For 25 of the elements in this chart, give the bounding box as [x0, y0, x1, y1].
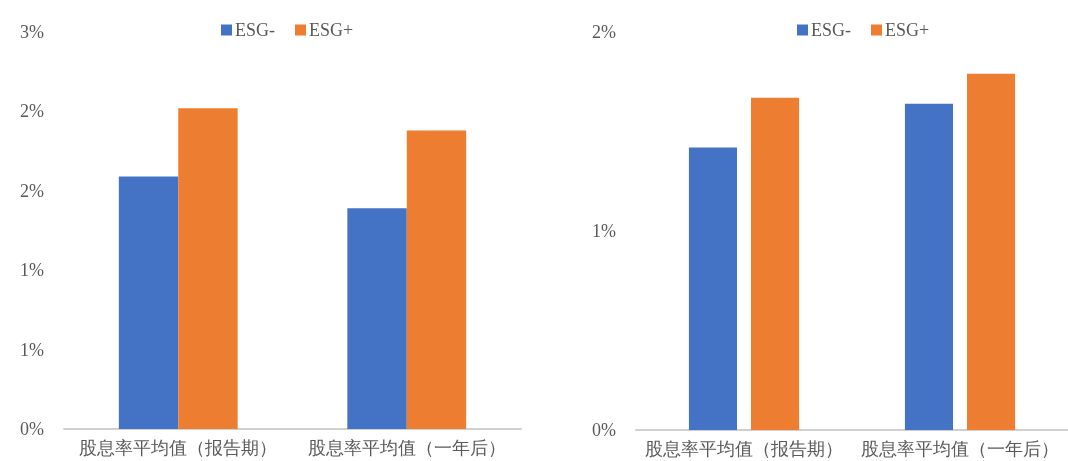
y-tick-label: 2%	[20, 180, 44, 201]
y-tick-label: 1%	[592, 221, 616, 241]
legend-label: ESG-	[811, 20, 851, 40]
bar	[406, 130, 467, 429]
y-tick-label: 1%	[20, 339, 44, 360]
legend-label: ESG-	[235, 20, 275, 40]
bar	[688, 147, 738, 430]
bar	[118, 176, 179, 429]
x-tick-label: 股息率平均值（一年后）	[307, 438, 506, 458]
x-tick-label: 股息率平均值（报告期）	[79, 438, 278, 458]
bar	[347, 208, 407, 429]
x-tick-label: 股息率平均值（一年后）	[861, 439, 1059, 459]
bar	[966, 73, 1016, 430]
y-tick-label: 3%	[20, 22, 44, 42]
legend-label: ESG+	[885, 20, 930, 40]
legend-label: ESG+	[309, 20, 354, 40]
y-tick-label: 2%	[20, 101, 44, 122]
y-tick-label: 2%	[592, 22, 616, 42]
bar	[178, 108, 238, 429]
y-tick-label: 0%	[20, 419, 44, 439]
x-tick-label: 股息率平均值（报告期）	[645, 439, 843, 459]
y-tick-label: 1%	[20, 260, 44, 281]
bar	[904, 103, 954, 430]
bar	[750, 97, 800, 430]
y-tick-label: 0%	[592, 420, 616, 440]
